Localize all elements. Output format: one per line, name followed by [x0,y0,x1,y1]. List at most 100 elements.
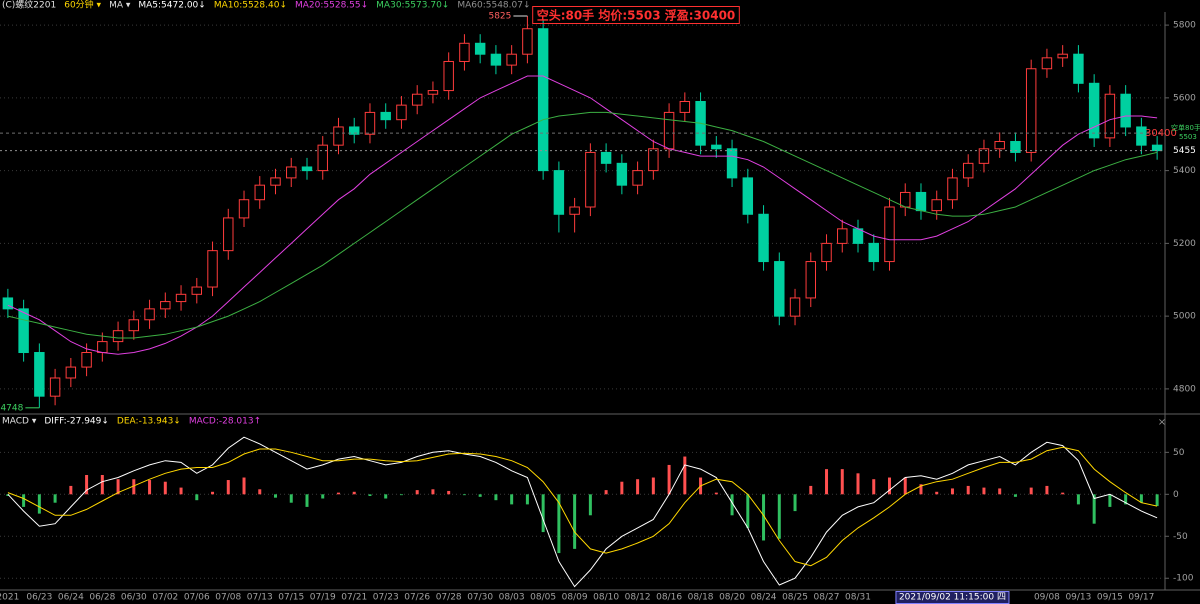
candle-body [112,330,124,343]
x-tick-label: 07/06 [184,593,210,603]
position-side: 空单80手 [1171,123,1200,132]
candle-body [223,217,234,252]
y-tick-label: 5000 [1173,312,1196,322]
x-tick-label: 06/24 [58,593,84,603]
low-label: 4748 [0,403,23,413]
candle-body [459,42,470,62]
candle-body [900,191,911,208]
candle-body [1120,93,1131,128]
header-label: MA10:5528.40↓ [214,1,287,11]
x-tick-label: 06/28 [89,593,115,603]
candle-body [34,352,45,397]
candle-body [522,28,533,55]
x-tick-label: 09/13 [1065,593,1091,603]
header-label: MA ▾ [109,1,131,11]
position-profit: 30400 [1145,128,1177,139]
x-tick-label: 08/31 [845,593,871,603]
candle-body [1151,144,1163,152]
header-label: 60分钟 ▾ [64,0,101,11]
header-label: MA30:5573.70↓ [376,1,449,11]
x-tick-label: 07/30 [467,593,493,603]
candle-body [506,53,517,66]
candle-body [254,184,265,201]
candle-body [774,261,785,317]
x-tick-label: 07/28 [436,593,462,603]
candle-body [600,151,612,164]
x-tick-label: 07/13 [247,593,273,603]
candle-body [427,90,439,95]
header-label: (C)螺纹2201 [2,0,56,11]
header-label: DIFF:-27.949↓ [44,417,109,427]
candle-body [380,111,391,121]
candle-body [81,352,92,368]
candle-body [663,111,675,150]
x-tick-label: 07/26 [404,593,430,603]
header-label: MA20:5528.55↓ [295,1,368,11]
candle-body [317,144,328,172]
candle-body [947,177,958,201]
x-tick-label: 09/08 [1034,593,1060,603]
candle-body [931,199,942,212]
candle-body [553,170,565,215]
x-tick-label: 08/16 [656,593,682,603]
candle-body [805,261,817,299]
candle-body [349,126,360,135]
x-tick-label: 08/20 [719,593,745,603]
candle-body [726,148,738,179]
x-tick-label: 08/09 [562,593,588,603]
y-tick-label: 5400 [1173,166,1196,176]
y-tick-label: 50 [1173,448,1185,458]
candle-body [128,319,140,332]
position-summary-box [532,6,740,24]
candle-body [333,126,344,146]
candle-body [1104,93,1116,139]
close-icon[interactable]: × [1158,417,1166,428]
candle-body [144,308,155,321]
candle-body [443,60,454,92]
candle-body [286,166,297,179]
x-tick-label: 08/27 [814,593,840,603]
candle-body [207,250,218,288]
crosshair-date-label: 2021/09/02 11:15:00 四 [899,593,1006,603]
candle-body [758,213,769,263]
macd-line [7,436,1158,588]
candle-body [915,191,927,212]
candle-body [537,28,549,172]
candle-body [868,242,879,263]
candle-body [978,148,990,164]
header-label: MACD:-28.013↑ [189,417,261,427]
y-tick-label: 4800 [1173,384,1196,394]
ma-line [7,111,1158,339]
candle-body [1136,126,1147,146]
candle-body [396,104,407,121]
x-tick-label: 08/24 [751,593,777,603]
y-tick-label: 5200 [1173,239,1196,249]
candle-body [1088,82,1100,139]
candle-body [490,53,502,66]
macd-line [7,446,1158,567]
candle-body [49,377,61,397]
candle-body [616,162,628,186]
header-label: DEA:-13.943↓ [117,417,181,427]
candle-body [789,297,801,317]
ma-line [7,75,1158,355]
candle-body [175,293,187,303]
x-tick-label: 07/15 [278,593,304,603]
candle-body [270,177,281,186]
candle-body [2,297,14,310]
candle-body [742,177,754,215]
last-price-label: 5455 [1173,146,1196,156]
x-tick-label: 08/05 [530,593,556,603]
candle-body [1073,53,1084,84]
candle-body [1057,53,1068,59]
x-tick-label: 07/21 [341,593,367,603]
x-tick-label: 06/23 [26,593,52,603]
candle-body [569,206,580,215]
high-label: 5825 [488,12,511,22]
candle-body [884,206,895,263]
position-price: 5503 [1179,133,1197,141]
candle-body [852,228,864,244]
